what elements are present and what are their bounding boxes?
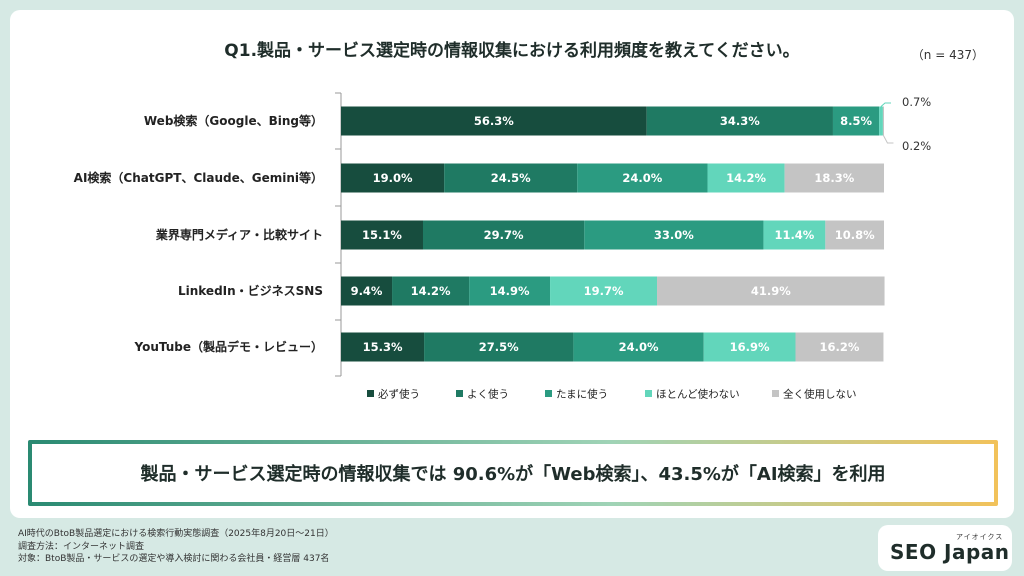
data-label: 24.0%: [619, 340, 659, 354]
data-label: 10.8%: [835, 228, 875, 242]
legend-swatch: [456, 390, 463, 397]
bar-segment: [584, 220, 764, 250]
footnote-target: 対象：BtoB製品・サービスの選定や導入検討に関わる会社員・経営層 437名: [18, 554, 330, 564]
data-label: 34.3%: [720, 114, 760, 128]
summary-banner: 製品・サービス選定時の情報収集では 90.6%が「Web検索」、43.5%が「A…: [28, 440, 998, 506]
bar-segment: [341, 220, 423, 250]
callout-line: [883, 135, 894, 144]
bar-segment: [573, 332, 704, 362]
logo-subtext: アイオイクス: [956, 533, 1004, 541]
category-label: YouTube（製品デモ・レビュー）: [133, 339, 323, 354]
data-label: 14.9%: [490, 284, 530, 298]
data-label: 9.4%: [351, 284, 383, 298]
bar-segment: [424, 332, 574, 362]
bar-segment: [341, 106, 647, 136]
bar-segment: [341, 332, 425, 362]
category-label: 業界専門メディア・比較サイト: [155, 227, 323, 242]
category-label: AI検索（ChatGPT、Claude、Gemini等）: [74, 170, 323, 185]
stacked-bar-chart: Web検索（Google、Bing等） 56.3% 34.3% 8.5% 0.7% 0.2…: [74, 92, 931, 401]
data-label: 33.0%: [654, 228, 694, 242]
bar-segment: [657, 276, 885, 306]
data-label-callout: 0.7%: [902, 95, 931, 109]
data-label: 16.2%: [820, 340, 860, 354]
bar-segment: [882, 106, 884, 136]
data-label-callout: 0.2%: [902, 139, 931, 153]
bar-segment: [422, 220, 585, 250]
summary-text: 製品・サービス選定時の情報収集では 90.6%が「Web検索」、43.5%が「A…: [140, 464, 886, 485]
data-label: 29.7%: [484, 228, 524, 242]
legend-swatch: [645, 390, 652, 397]
bar-segment: [832, 106, 880, 136]
bar-segment: [707, 163, 785, 193]
data-label: 19.0%: [373, 171, 413, 185]
bar-segment: [550, 276, 658, 306]
footnote-survey: AI時代のBtoB製品選定における検索行動実態調査（2025年8月20日～21日…: [18, 529, 334, 539]
chart-title: Q1.製品・サービス選定時の情報収集における利用頻度を教えてください。: [224, 41, 800, 61]
legend-label: ほとんど使わない: [656, 388, 740, 401]
legend-swatch: [772, 390, 779, 397]
callout-line: [880, 102, 892, 107]
legend-label: たまに使う: [556, 388, 608, 401]
data-label: 14.2%: [726, 171, 766, 185]
data-label: 11.4%: [774, 228, 814, 242]
bar-segment: [444, 163, 578, 193]
bar-segment: [784, 163, 884, 193]
category-label: Web検索（Google、Bing等）: [144, 113, 323, 128]
bar-segment: [577, 163, 708, 193]
footnotes: AI時代のBtoB製品選定における検索行動実態調査（2025年8月20日～21日…: [18, 528, 334, 566]
bar-segment: [703, 332, 796, 362]
bar-segment: [392, 276, 470, 306]
seo-japan-logo: アイオイクス SEO Japan: [878, 525, 1012, 571]
logo-text: SEO Japan: [890, 540, 1010, 564]
bar-segment: [763, 220, 826, 250]
data-label: 41.9%: [751, 284, 791, 298]
data-label: 15.1%: [362, 228, 402, 242]
legend-label: 全く使用しない: [783, 388, 857, 401]
legend-label: よく使う: [467, 388, 509, 401]
category-label: LinkedIn・ビジネスSNS: [178, 283, 323, 298]
legend-label: 必ず使う: [378, 388, 420, 401]
bar-segment: [341, 276, 393, 306]
data-label: 19.7%: [584, 284, 624, 298]
data-label: 27.5%: [479, 340, 519, 354]
data-label: 18.3%: [814, 171, 854, 185]
legend-swatch: [545, 390, 552, 397]
bar-segment: [469, 276, 551, 306]
data-label: 56.3%: [474, 114, 514, 128]
data-label: 24.0%: [622, 171, 662, 185]
bar-segment: [341, 163, 445, 193]
data-label: 16.9%: [730, 340, 770, 354]
bar-segment: [795, 332, 884, 362]
bar-segment: [825, 220, 884, 250]
bar-segment: [646, 106, 833, 136]
data-label: 15.3%: [363, 340, 403, 354]
footnote-method: 調査方法：インターネット調査: [18, 541, 145, 552]
bar-segment: [879, 106, 883, 136]
content-card: [10, 10, 1014, 518]
data-label: 14.2%: [411, 284, 451, 298]
data-label: 8.5%: [840, 114, 872, 128]
sample-size-label: （n = 437）: [911, 48, 984, 62]
legend-swatch: [367, 390, 374, 397]
data-label: 24.5%: [491, 171, 531, 185]
